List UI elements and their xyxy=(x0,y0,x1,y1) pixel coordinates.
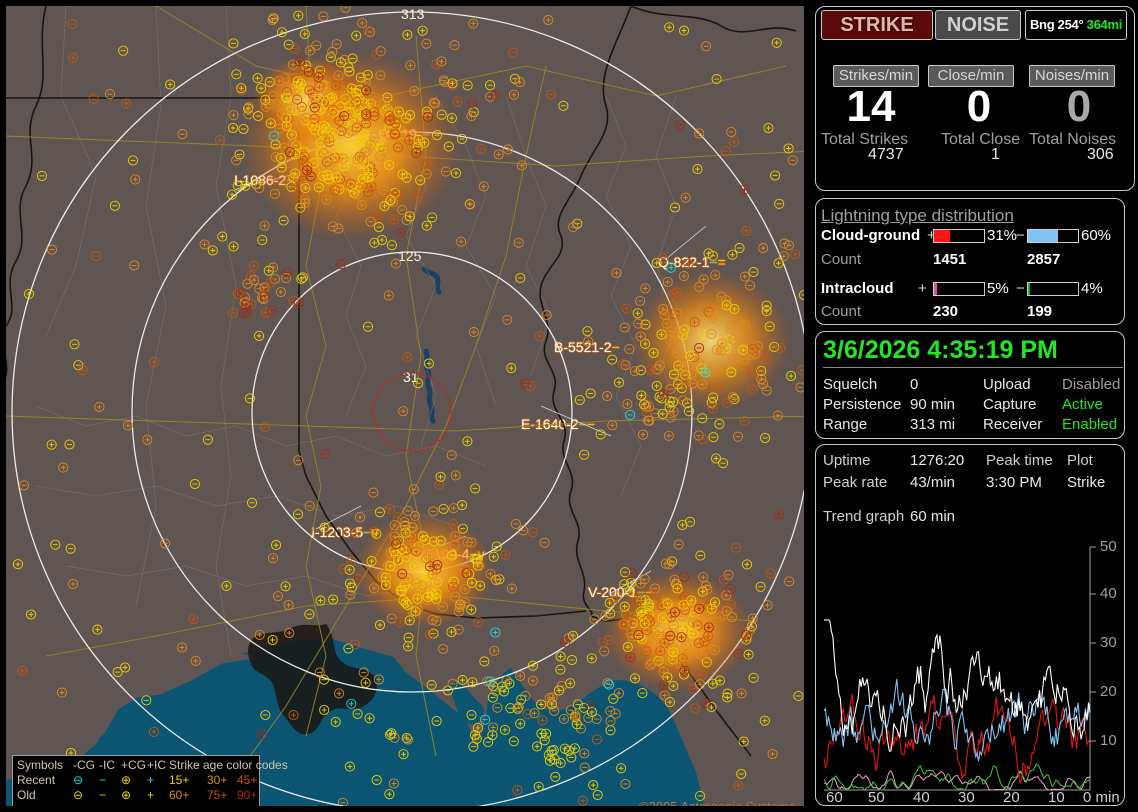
svg-text:50: 50 xyxy=(1100,538,1117,555)
svg-text:10: 10 xyxy=(1100,732,1117,749)
svg-text:30: 30 xyxy=(1100,634,1117,651)
svg-text:20: 20 xyxy=(1100,683,1117,700)
svg-text:40: 40 xyxy=(1100,585,1117,602)
